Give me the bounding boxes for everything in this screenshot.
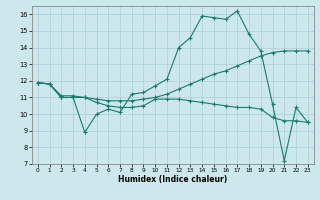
X-axis label: Humidex (Indice chaleur): Humidex (Indice chaleur) [118, 175, 228, 184]
